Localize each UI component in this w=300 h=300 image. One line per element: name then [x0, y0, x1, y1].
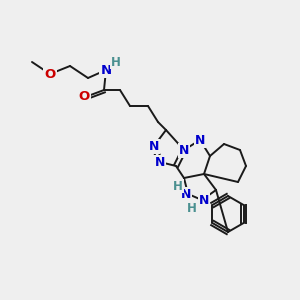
- Text: H: H: [111, 56, 121, 68]
- Text: N: N: [149, 140, 159, 152]
- Text: N: N: [181, 188, 191, 200]
- Text: N: N: [195, 134, 205, 146]
- Text: H: H: [187, 202, 197, 214]
- Text: O: O: [44, 68, 56, 80]
- Text: N: N: [100, 64, 112, 76]
- Text: N: N: [199, 194, 209, 206]
- Text: O: O: [78, 89, 90, 103]
- Text: N: N: [155, 155, 165, 169]
- Text: H: H: [173, 179, 183, 193]
- Text: N: N: [179, 143, 189, 157]
